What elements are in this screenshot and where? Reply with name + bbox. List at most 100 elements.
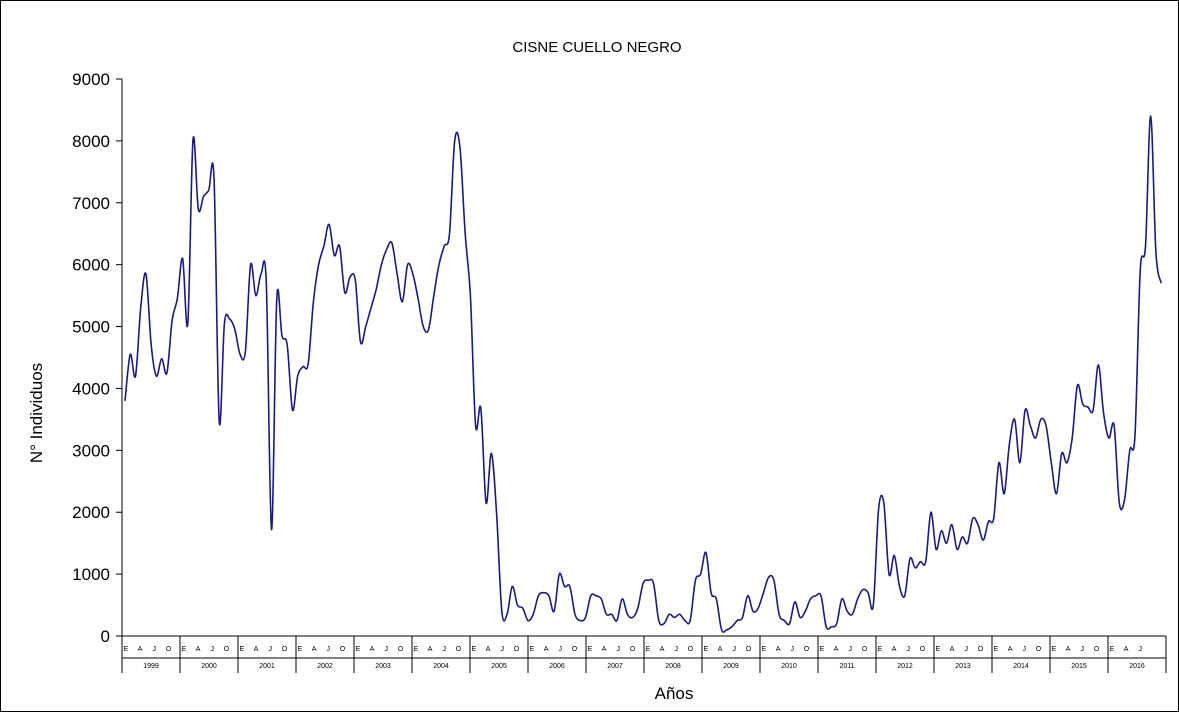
month-tick-label: O: [746, 646, 752, 653]
month-tick-label: O: [282, 646, 288, 653]
month-tick-label: J: [617, 646, 621, 653]
month-tick-label: A: [950, 646, 955, 653]
month-tick-label: A: [1124, 646, 1129, 653]
month-tick-label: A: [370, 646, 375, 653]
month-tick-label: J: [907, 646, 911, 653]
month-tick-label: E: [240, 646, 245, 653]
y-tick-label: 6000: [72, 256, 110, 275]
year-tick-label: 2005: [491, 663, 507, 670]
month-tick-label: J: [791, 646, 795, 653]
month-tick-label: A: [660, 646, 665, 653]
month-tick-label: J: [733, 646, 737, 653]
month-tick-label: J: [153, 646, 157, 653]
month-tick-label: E: [878, 646, 883, 653]
month-tick-label: A: [776, 646, 781, 653]
year-tick-label: 2008: [665, 663, 681, 670]
y-tick-label: 9000: [72, 70, 110, 89]
y-tick-label: 4000: [72, 379, 110, 398]
year-tick-label: 2013: [955, 663, 971, 670]
month-tick-label: O: [572, 646, 578, 653]
y-axis-ticks: 0 1000 2000 3000 4000 5000 6000 7000 8000 9000: [72, 70, 122, 646]
month-tick-label: E: [298, 646, 303, 653]
year-tick-label: 2015: [1071, 663, 1087, 670]
y-tick-label: 7000: [72, 194, 110, 213]
year-tick-label: 2011: [839, 663, 854, 670]
axes: [121, 79, 1166, 659]
x-axis-ticks: E A J O 1999 E A J O 2000 E A J O 2001 E A J O 2002 E A J O 2003…: [121, 636, 1167, 673]
month-tick-label: O: [1036, 646, 1042, 653]
month-tick-label: A: [544, 646, 549, 653]
month-tick-label: E: [414, 646, 419, 653]
month-tick-label: E: [124, 646, 129, 653]
plot-area: [124, 115, 1162, 633]
year-tick-label: 2000: [201, 663, 217, 670]
y-tick-label: 0: [101, 627, 110, 646]
y-axis-label: N° Individuos: [27, 363, 46, 463]
month-tick-label: O: [1094, 646, 1100, 653]
month-tick-label: A: [196, 646, 201, 653]
year-tick-label: 2002: [317, 663, 333, 670]
year-tick-label: 2007: [607, 663, 623, 670]
year-tick-label: 2006: [549, 663, 565, 670]
month-tick-label: J: [443, 646, 447, 653]
month-tick-label: J: [1139, 646, 1143, 653]
year-tick-label: 2010: [781, 663, 797, 670]
y-tick-label: 2000: [72, 503, 110, 522]
year-tick-label: 2014: [1013, 663, 1029, 670]
chart-title: CISNE CUELLO NEGRO: [512, 39, 681, 56]
series-line: [124, 115, 1162, 633]
month-tick-label: E: [1052, 646, 1057, 653]
month-tick-label: O: [862, 646, 868, 653]
year-tick-label: 2001: [259, 663, 275, 670]
month-tick-label: O: [398, 646, 404, 653]
month-tick-label: E: [472, 646, 477, 653]
month-tick-label: E: [530, 646, 535, 653]
month-tick-label: O: [630, 646, 636, 653]
month-tick-label: A: [834, 646, 839, 653]
y-tick-label: 5000: [72, 318, 110, 337]
month-tick-label: J: [211, 646, 215, 653]
month-tick-label: A: [254, 646, 259, 653]
month-tick-label: J: [327, 646, 331, 653]
month-tick-label: J: [559, 646, 563, 653]
month-tick-label: O: [224, 646, 230, 653]
month-tick-label: O: [340, 646, 346, 653]
month-tick-label: O: [456, 646, 462, 653]
month-tick-label: O: [920, 646, 926, 653]
year-tick-label: 2004: [433, 663, 449, 670]
year-tick-label: 1999: [143, 663, 159, 670]
month-tick-label: E: [1110, 646, 1115, 653]
month-tick-label: J: [1081, 646, 1085, 653]
month-tick-label: O: [688, 646, 694, 653]
month-tick-label: J: [675, 646, 679, 653]
month-tick-label: E: [820, 646, 825, 653]
month-tick-label: J: [269, 646, 273, 653]
month-tick-label: A: [602, 646, 607, 653]
month-tick-label: A: [892, 646, 897, 653]
month-tick-label: J: [385, 646, 389, 653]
month-tick-label: A: [486, 646, 491, 653]
month-tick-label: E: [182, 646, 187, 653]
month-tick-label: A: [138, 646, 143, 653]
year-tick-label: 2003: [375, 663, 391, 670]
month-tick-label: A: [718, 646, 723, 653]
y-tick-label: 1000: [72, 565, 110, 584]
month-tick-label: O: [978, 646, 984, 653]
month-tick-label: J: [501, 646, 505, 653]
month-tick-label: O: [804, 646, 810, 653]
y-tick-label: 3000: [72, 441, 110, 460]
month-tick-label: A: [428, 646, 433, 653]
month-tick-label: E: [356, 646, 361, 653]
month-tick-label: E: [762, 646, 767, 653]
month-tick-label: A: [1066, 646, 1071, 653]
month-tick-label: A: [312, 646, 317, 653]
year-tick-label: 2012: [897, 663, 913, 670]
x-axis-label: Años: [655, 684, 694, 703]
year-tick-label: 2009: [723, 663, 739, 670]
month-tick-label: O: [514, 646, 520, 653]
month-tick-label: O: [166, 646, 172, 653]
year-tick-label: 2016: [1129, 663, 1145, 670]
y-tick-label: 8000: [72, 132, 110, 151]
